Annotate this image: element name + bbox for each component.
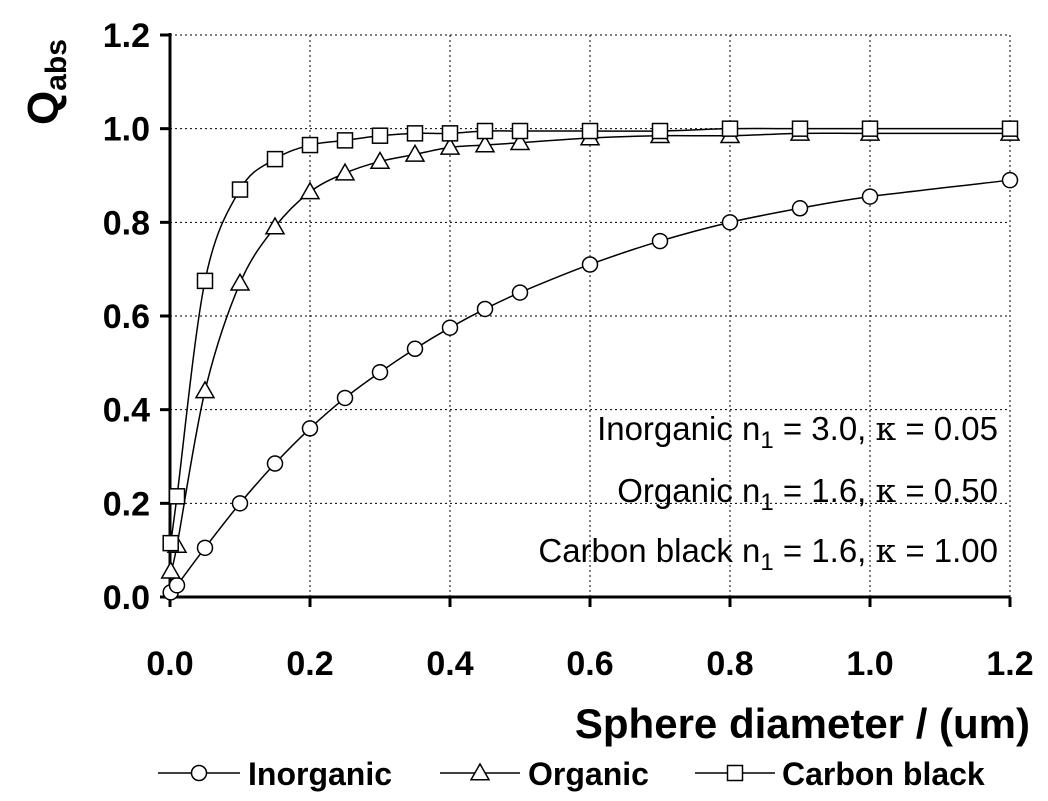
x-tick-label: 1.0 [846, 645, 893, 683]
data-point-inorganic [476, 300, 494, 318]
x-tick-label: 0.0 [146, 645, 193, 683]
data-point-carbon-black [581, 122, 599, 140]
data-point-inorganic [511, 284, 529, 301]
annotation-line: Organic n1 = 1.6, κ = 0.50 [617, 471, 998, 516]
data-point-carbon-black [511, 122, 529, 140]
data-point-organic [439, 136, 461, 155]
y-tick-label: 0.8 [103, 204, 150, 242]
data-point-carbon-black [651, 122, 669, 140]
data-point-carbon-black [406, 125, 424, 142]
data-point-inorganic [168, 577, 186, 594]
data-point-inorganic [581, 256, 599, 273]
y-axis-title: Qabs [19, 39, 73, 125]
data-point-inorganic [371, 363, 389, 381]
x-axis-title: Sphere diameter / (um) [575, 700, 1030, 747]
data-point-carbon-black [266, 150, 284, 168]
data-point-inorganic [266, 455, 284, 472]
legend: Inorganic Organic Carbon black [158, 756, 985, 792]
data-point-carbon-black [476, 122, 494, 140]
data-point-inorganic [196, 539, 214, 557]
data-point-organic [194, 380, 216, 399]
data-point-organic [264, 216, 286, 235]
y-tick-label: 0.4 [103, 392, 150, 430]
data-point-inorganic [301, 420, 319, 437]
series-inorganic [162, 171, 1019, 601]
series-organic [160, 122, 1021, 579]
data-point-carbon-black [791, 120, 809, 137]
data-point-inorganic [406, 340, 424, 358]
data-point-inorganic [1001, 171, 1019, 189]
y-axis-title-sub: abs [40, 39, 73, 91]
series-group [160, 120, 1021, 601]
data-point-organic [299, 181, 321, 200]
legend-label-organic: Organic [528, 756, 649, 792]
data-point-carbon-black [301, 136, 319, 154]
x-tick-label: 0.2 [286, 645, 333, 683]
y-axis-title-main: Q [19, 91, 68, 125]
legend-label-inorganic: Inorganic [248, 756, 392, 792]
y-tick-label: 0.6 [103, 298, 150, 336]
y-tick-label: 1.2 [103, 17, 150, 55]
data-point-carbon-black [441, 125, 459, 142]
x-tick-label: 0.6 [566, 645, 613, 683]
data-point-inorganic [231, 495, 249, 512]
data-point-carbon-black [371, 127, 389, 144]
y-tick-label: 0.2 [103, 485, 150, 523]
grid-lines [170, 34, 1011, 597]
series-line-organic [169, 132, 1010, 572]
legend-item-inorganic: Inorganic [158, 756, 392, 792]
data-point-carbon-black [168, 488, 186, 505]
data-point-organic [334, 162, 356, 181]
data-point-inorganic [336, 389, 354, 407]
data-point-organic [160, 560, 181, 579]
data-point-inorganic [721, 214, 739, 231]
data-point-carbon-black [861, 120, 879, 137]
data-point-carbon-black [1001, 120, 1019, 137]
y-tick-labels: 0.0 0.2 0.4 0.6 0.8 1.0 1.2 [103, 17, 150, 617]
data-point-inorganic [791, 200, 809, 217]
x-tick-label: 0.4 [426, 645, 473, 683]
annotations: Inorganic n1 = 3.0, κ = 0.05 Organic n1 =… [538, 409, 998, 576]
axes [160, 33, 1012, 607]
y-tick-label: 1.0 [103, 111, 150, 149]
legend-item-organic: Organic [440, 756, 649, 792]
x-tick-labels: 0.0 0.2 0.4 0.6 0.8 1.0 1.2 [146, 645, 1033, 683]
data-point-carbon-black [196, 272, 214, 290]
legend-marker-carbon-black [726, 764, 744, 782]
data-point-organic [369, 150, 391, 169]
data-point-inorganic [651, 232, 669, 250]
data-point-inorganic [441, 319, 459, 336]
legend-label-carbon-black: Carbon black [782, 756, 985, 792]
data-point-carbon-black [336, 132, 354, 149]
y-tick-label: 0.0 [103, 579, 150, 617]
data-point-carbon-black [162, 534, 179, 552]
x-tick-label: 1.2 [986, 645, 1033, 683]
annotation-line: Inorganic n1 = 3.0, κ = 0.05 [597, 409, 998, 454]
data-point-organic [474, 134, 496, 153]
series-carbon-black [162, 120, 1019, 552]
data-point-carbon-black [721, 120, 739, 137]
data-point-inorganic [861, 188, 879, 205]
legend-marker-inorganic [190, 764, 208, 782]
legend-marker-organic [469, 762, 491, 781]
legend-item-carbon-black: Carbon black [695, 756, 985, 792]
data-point-carbon-black [231, 181, 249, 198]
data-point-organic [404, 143, 426, 162]
x-tick-label: 0.8 [706, 645, 753, 683]
series-line-carbon-black [169, 127, 1010, 544]
data-point-organic [229, 272, 251, 291]
data-point-organic [509, 132, 531, 151]
annotation-line: Carbon black n1 = 1.6, κ = 1.00 [538, 531, 998, 576]
